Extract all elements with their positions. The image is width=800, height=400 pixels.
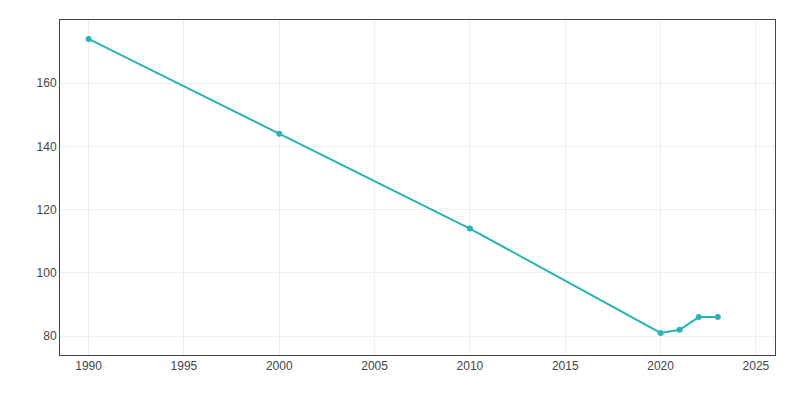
svg-text:1995: 1995 xyxy=(171,359,198,373)
svg-text:160: 160 xyxy=(37,76,57,90)
svg-text:2025: 2025 xyxy=(743,359,770,373)
svg-text:80: 80 xyxy=(43,329,57,343)
svg-text:140: 140 xyxy=(37,140,57,154)
svg-text:2020: 2020 xyxy=(647,359,674,373)
svg-text:100: 100 xyxy=(37,266,57,280)
svg-text:1990: 1990 xyxy=(75,359,102,373)
svg-text:2000: 2000 xyxy=(266,359,293,373)
svg-text:2005: 2005 xyxy=(361,359,388,373)
svg-text:2015: 2015 xyxy=(552,359,579,373)
svg-text:120: 120 xyxy=(37,203,57,217)
svg-text:2010: 2010 xyxy=(457,359,484,373)
